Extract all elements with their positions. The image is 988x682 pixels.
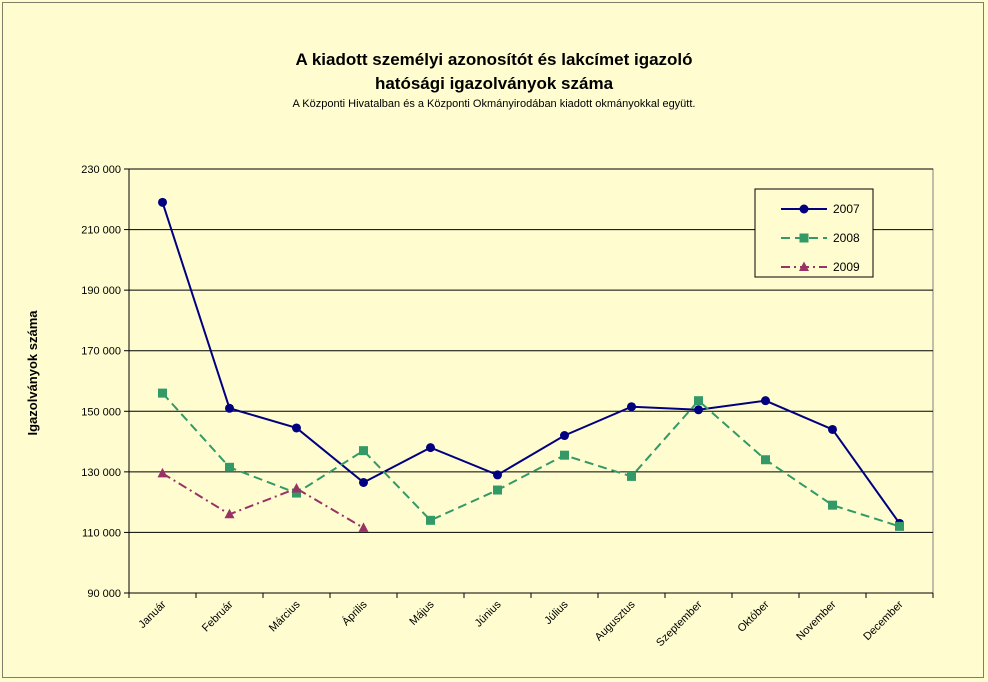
chart-subtitle: A Központi Hivatalban és a Központi Okmá… [293, 98, 696, 110]
legend-items: 2007 2008 2009 [781, 202, 860, 274]
y-tick-label: 150 000 [81, 406, 121, 418]
line-chart: A kiadott személyi azonosítót és lakcíme… [25, 50, 934, 649]
x-tick-label: Május [407, 598, 437, 628]
x-tick-label: Szeptember [654, 598, 705, 649]
y-tick-label: 190 000 [81, 285, 121, 297]
data-point-2009 [291, 483, 302, 493]
series-line-2009 [161, 472, 365, 529]
y-tick-labels: 90 000 110 000 130 000 150 000 170 000 190 00… [81, 164, 121, 600]
data-point-2007 [828, 424, 837, 434]
series-line-2008 [161, 392, 900, 528]
y-tick-label: 210 000 [81, 225, 121, 237]
data-point-2007 [493, 470, 502, 480]
data-point-2008 [694, 396, 703, 406]
x-tick-label: Április [339, 598, 370, 629]
x-tick-label: November [794, 598, 839, 643]
data-point-2007 [560, 431, 569, 441]
data-point-2008 [895, 521, 904, 531]
x-tick-label: Február [200, 598, 236, 634]
data-point-2008 [426, 515, 435, 525]
x-tick-label: Július [542, 598, 571, 627]
legend-label-2009: 2009 [833, 260, 860, 274]
series-2009 [157, 467, 369, 532]
series-2007 [158, 197, 904, 528]
y-tick-label: 110 000 [82, 527, 121, 539]
legend-label-2007: 2007 [833, 202, 860, 216]
y-tick-label: 130 000 [81, 467, 121, 479]
series-line-2007 [161, 202, 901, 524]
data-point-2008 [359, 446, 368, 456]
data-point-2008 [292, 488, 301, 498]
data-point-2007 [694, 405, 703, 415]
data-point-2009 [157, 467, 168, 478]
y-tick-label: 170 000 [81, 346, 121, 358]
legend-box [754, 188, 874, 278]
chart-title-line2: hatósági igazolványok száma [375, 74, 614, 93]
series-2008 [158, 388, 904, 531]
data-point-2008 [627, 471, 636, 481]
legend-marker-2009 [799, 261, 809, 271]
data-point-2008 [761, 455, 770, 465]
legend: 2007 2008 2009 [754, 188, 874, 278]
data-point-2007 [627, 402, 636, 412]
axes [128, 169, 934, 598]
data-point-2007 [761, 396, 770, 406]
x-tick-label: December [861, 598, 906, 643]
data-point-2007 [292, 423, 301, 433]
data-point-2007 [426, 443, 435, 453]
data-point-2007 [225, 403, 234, 413]
data-point-2009 [224, 508, 235, 519]
y-axis-label: Igazolványok száma [25, 310, 40, 436]
data-point-2007 [158, 197, 167, 207]
series-group [157, 197, 904, 532]
data-point-2009 [358, 522, 369, 532]
data-point-2008 [493, 485, 502, 495]
x-tick-labels: Január Február Március Április Május Június Jú… [136, 598, 906, 649]
x-tick-label: Március [267, 598, 303, 634]
y-tick-label: 230 000 [81, 164, 121, 176]
x-tick-label: Június [473, 598, 504, 629]
x-tick-label: Január [136, 598, 169, 631]
data-point-2008 [225, 462, 234, 472]
data-point-2008 [828, 500, 837, 510]
legend-marker-2007 [799, 204, 809, 214]
data-point-2008 [560, 450, 569, 460]
data-point-2007 [359, 477, 368, 487]
y-tick-label: 90 000 [87, 588, 121, 600]
legend-marker-2008 [799, 233, 809, 243]
x-tick-label: Október [735, 598, 771, 634]
x-tick-label: Augusztus [593, 598, 638, 643]
data-point-2008 [158, 388, 167, 398]
chart-title-line1: A kiadott személyi azonosítót és lakcíme… [295, 50, 692, 69]
legend-label-2008: 2008 [833, 231, 860, 245]
